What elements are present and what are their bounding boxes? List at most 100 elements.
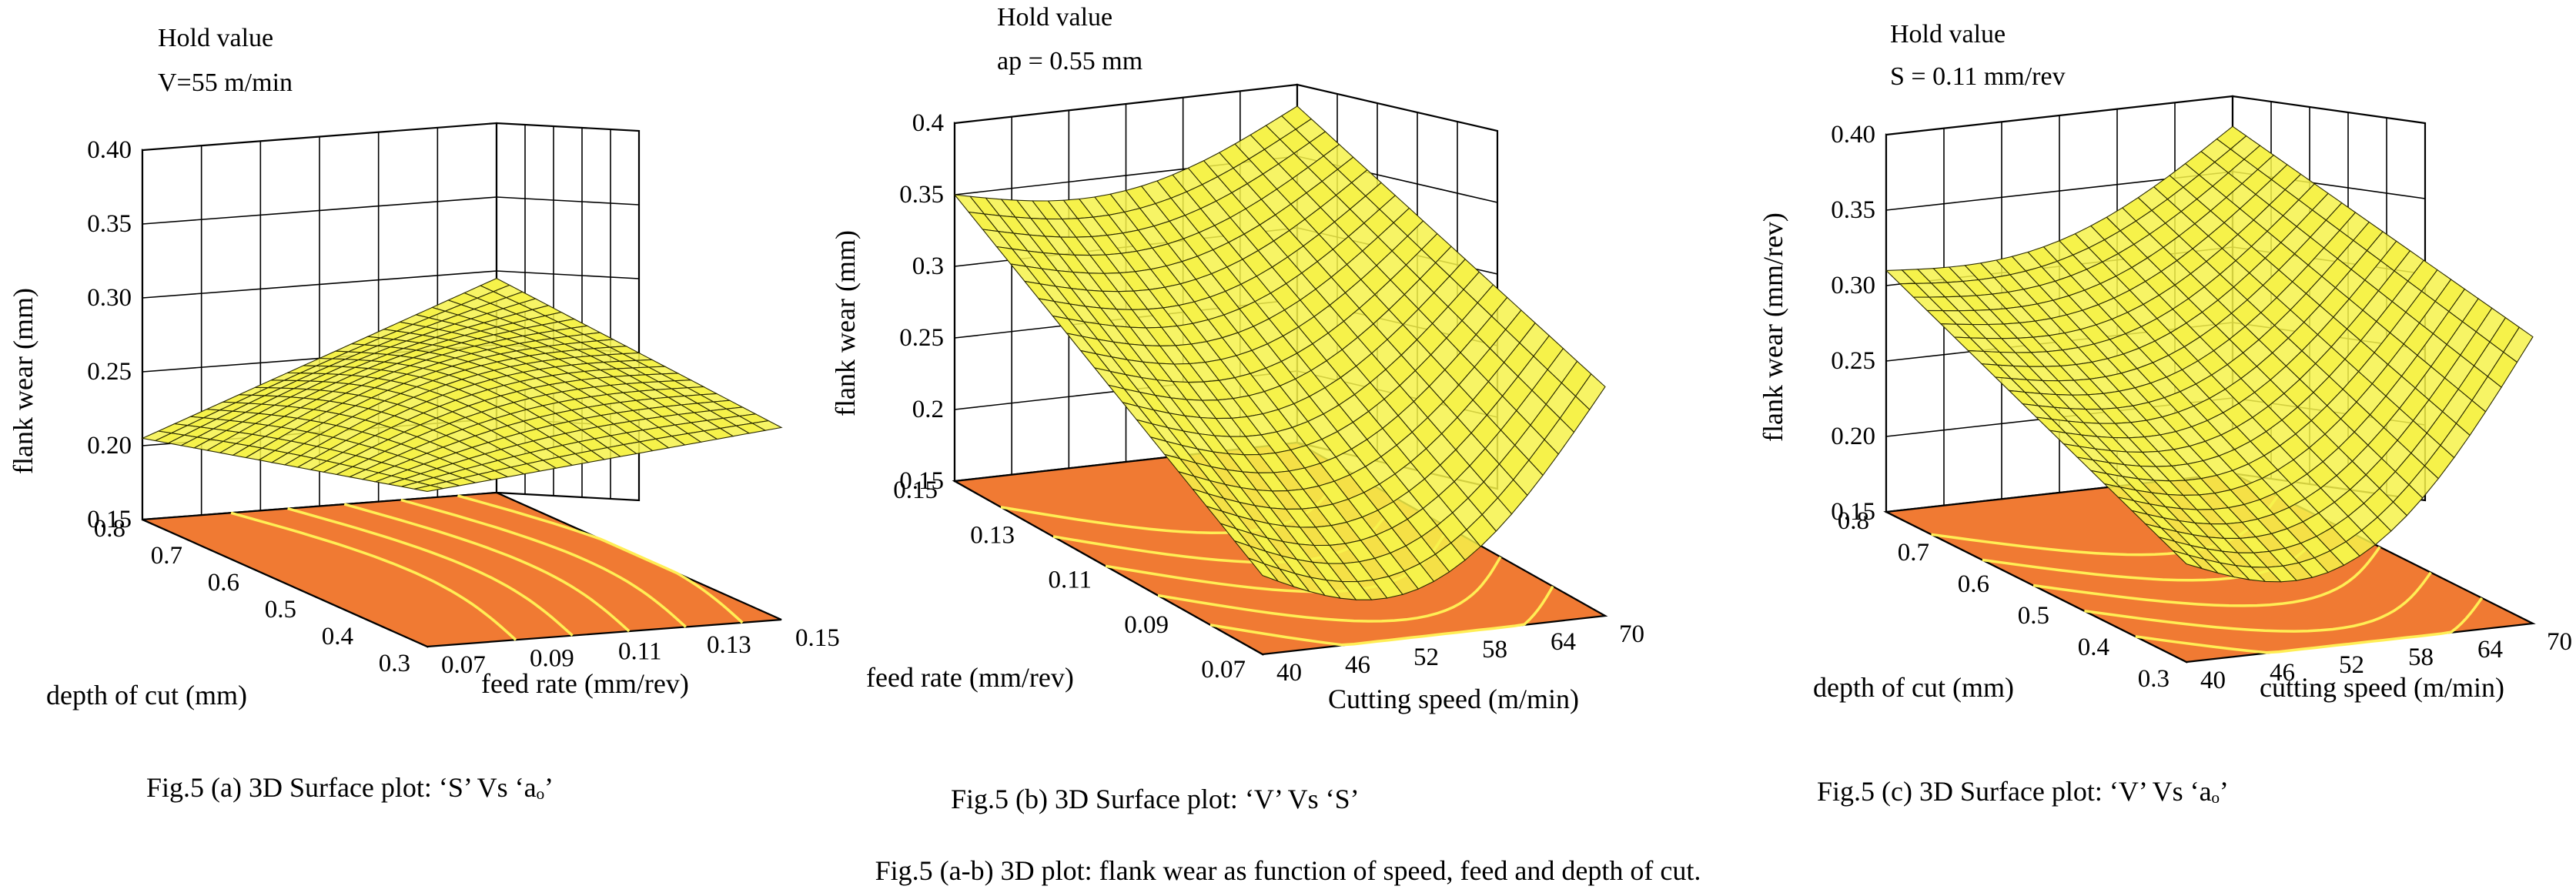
- pa-y-tick-label: 0.13: [707, 631, 751, 659]
- pc-x-tick-label: 0.5: [2018, 602, 2049, 630]
- pa-contour-line: [457, 494, 744, 624]
- surface-plot-b: 0.15 0.2 0.25 0.3 0.35 0.4 0.15 0.13 0.11 0.09 0.0…: [830, 3, 1644, 814]
- plot-c-surface: [1885, 125, 2534, 583]
- plot-b-x-axis-title: feed rate (mm/rev): [866, 662, 1074, 693]
- pc-z-tick-label: 0.20: [1831, 423, 1875, 450]
- pa-x-tick-label: 0.3: [379, 650, 410, 677]
- surface-plot-c: 0.15 0.20 0.25 0.30 0.35 0.40 0.8 0.7 0.6 0.5 0.4 0…: [1758, 20, 2572, 807]
- pc-z-tick-label: 0.40: [1831, 121, 1875, 149]
- pa-contour-line: [230, 511, 517, 641]
- pa-x-tick-label: 0.7: [151, 542, 182, 570]
- plot-a-x-axis-title: depth of cut (mm): [46, 680, 247, 710]
- plot-c-x-axis-title: depth of cut (mm): [1813, 672, 2014, 703]
- plot-b-y-axis-title: Cutting speed (m/min): [1328, 684, 1579, 714]
- pa-contour-line: [400, 498, 687, 628]
- pc-contour-line: [2032, 546, 2381, 607]
- plot-a-z-axis-title: flank wear (mm): [8, 288, 38, 474]
- pc-contour-line: [2135, 597, 2484, 654]
- pc-y-tick-label: 52: [2339, 651, 2364, 679]
- pb-x-tick-label: 0.07: [1201, 656, 1246, 684]
- pb-y-tick-label: 40: [1276, 659, 1302, 687]
- pb-z-tick-label: 0.4: [912, 109, 944, 137]
- pb-contour-line: [1209, 585, 1554, 647]
- pc-y-tick-label: 64: [2477, 636, 2503, 664]
- pb-y-tick-label: 46: [1345, 651, 1370, 679]
- pb-z-tick-label: 0.3: [912, 252, 944, 280]
- surface-plot-a: 0.15 0.20 0.25 0.30 0.35 0.40 0.8 0.7 0.6 0.5 0.4 0…: [8, 24, 840, 803]
- pa-y-tick-label: 0.11: [618, 638, 662, 666]
- plot-c-hold-label: Hold value: [1890, 20, 2006, 48]
- plot-b-caption: Fig.5 (b) 3D Surface plot: ‘V’ Vs ‘S’: [951, 784, 1360, 814]
- pa-wall-gridline-h: [496, 196, 640, 206]
- pc-x-tick-label: 0.8: [1838, 507, 1869, 535]
- pa-wall-gridline-h: [142, 196, 497, 225]
- pc-y-tick-label: 58: [2408, 644, 2434, 671]
- pa-z-tick-label: 0.40: [87, 136, 132, 164]
- plot-a-surface: [141, 277, 783, 492]
- pc-x-tick-label: 0.4: [2078, 634, 2109, 661]
- pa-y-tick-label: 0.15: [795, 624, 840, 652]
- pb-y-tick-label: 58: [1482, 636, 1507, 664]
- plot-b-ticks: 0.15 0.2 0.25 0.3 0.35 0.4 0.15 0.13 0.11 0.09 0.0…: [893, 109, 1644, 687]
- plot-c-y-axis-title: cutting speed (m/min): [2260, 672, 2504, 703]
- plot-c-z-axis-title: flank wear (mm/rev): [1758, 212, 1788, 442]
- plot-c-ticks: 0.15 0.20 0.25 0.30 0.35 0.40 0.8 0.7 0.6 0.5 0.4 0…: [1831, 121, 2572, 694]
- pa-floor-plane: [142, 491, 782, 648]
- pc-y-tick-label: 70: [2547, 628, 2572, 656]
- pb-x-tick-label: 0.09: [1124, 611, 1169, 639]
- pb-x-tick-label: 0.15: [893, 476, 938, 504]
- pc-z-tick-label: 0.30: [1831, 272, 1875, 299]
- pb-z-tick-label: 0.25: [899, 324, 944, 352]
- pb-x-tick-label: 0.13: [970, 521, 1015, 549]
- pc-x-tick-label: 0.6: [1958, 570, 1989, 598]
- plot-b-surface: [953, 105, 1606, 600]
- pa-z-tick-label: 0.15: [87, 506, 132, 533]
- plot-a-contour-floor: [142, 491, 782, 648]
- plot-b-z-axis-title: flank wear (mm): [830, 230, 861, 416]
- plot-c-caption: Fig.5 (c) 3D Surface plot: ‘V’ Vs ‘aₒ’: [1817, 776, 2229, 807]
- pb-contour-line: [1157, 556, 1502, 623]
- pc-z-tick-label: 0.25: [1831, 347, 1875, 375]
- pb-x-tick-label: 0.11: [1048, 567, 1092, 594]
- pa-z-tick-label: 0.35: [87, 210, 132, 238]
- pc-contour-line: [2084, 571, 2432, 633]
- plot-a-caption: Fig.5 (a) 3D Surface plot: ‘S’ Vs ‘aₒ’: [146, 772, 554, 803]
- pa-y-tick-label: 0.07: [441, 651, 486, 679]
- pa-contour-line: [287, 507, 574, 637]
- pb-z-tick-label: 0.15: [899, 467, 944, 495]
- pa-wall-gridline-h: [496, 270, 640, 279]
- pb-y-tick-label: 70: [1619, 620, 1644, 648]
- pa-x-tick-label: 0.5: [265, 596, 296, 624]
- pc-x-tick-label: 0.7: [1898, 539, 1929, 567]
- plot-a-hold-label: Hold value: [158, 24, 273, 52]
- pa-wall-gridline-h: [142, 270, 497, 299]
- pb-y-tick-label: 64: [1551, 628, 1576, 656]
- pb-z-tick-label: 0.2: [912, 396, 944, 423]
- plot-c-hold-value: S = 0.11 mm/rev: [1890, 62, 2066, 91]
- pa-z-tick-label: 0.25: [87, 358, 132, 386]
- plot-a-ticks: 0.15 0.20 0.25 0.30 0.35 0.40 0.8 0.7 0.6 0.5 0.4 0…: [87, 136, 840, 679]
- main-caption: Fig.5 (a-b) 3D plot: flank wear as funct…: [875, 855, 1701, 886]
- pc-y-tick-label: 46: [2270, 659, 2295, 687]
- pa-y-tick-label: 0.09: [530, 644, 574, 672]
- pc-x-tick-label: 0.3: [2138, 665, 2170, 693]
- pa-z-tick-label: 0.20: [87, 432, 132, 460]
- pa-z-tick-label: 0.30: [87, 284, 132, 312]
- pc-surface-cell: [2503, 326, 2534, 363]
- plot-a-hold-value: V=55 m/min: [158, 69, 293, 97]
- plot-a-y-axis-title: feed rate (mm/rev): [481, 668, 689, 699]
- pa-x-tick-label: 0.8: [94, 515, 125, 543]
- pb-surface-cell: [1574, 373, 1606, 410]
- plot-b-hold-label: Hold value: [997, 3, 1112, 32]
- pc-z-tick-label: 0.35: [1831, 196, 1875, 224]
- pa-x-tick-label: 0.6: [208, 569, 239, 597]
- pa-contour-line: [343, 503, 631, 633]
- pc-z-tick-label: 0.15: [1831, 498, 1875, 526]
- plot-b-hold-value: ap = 0.55 mm: [997, 47, 1142, 75]
- pb-y-tick-label: 52: [1413, 644, 1439, 671]
- pb-z-tick-label: 0.35: [899, 181, 944, 209]
- pa-surface-cell: [751, 420, 783, 431]
- pc-y-tick-label: 40: [2200, 667, 2226, 694]
- pa-x-tick-label: 0.4: [322, 623, 353, 650]
